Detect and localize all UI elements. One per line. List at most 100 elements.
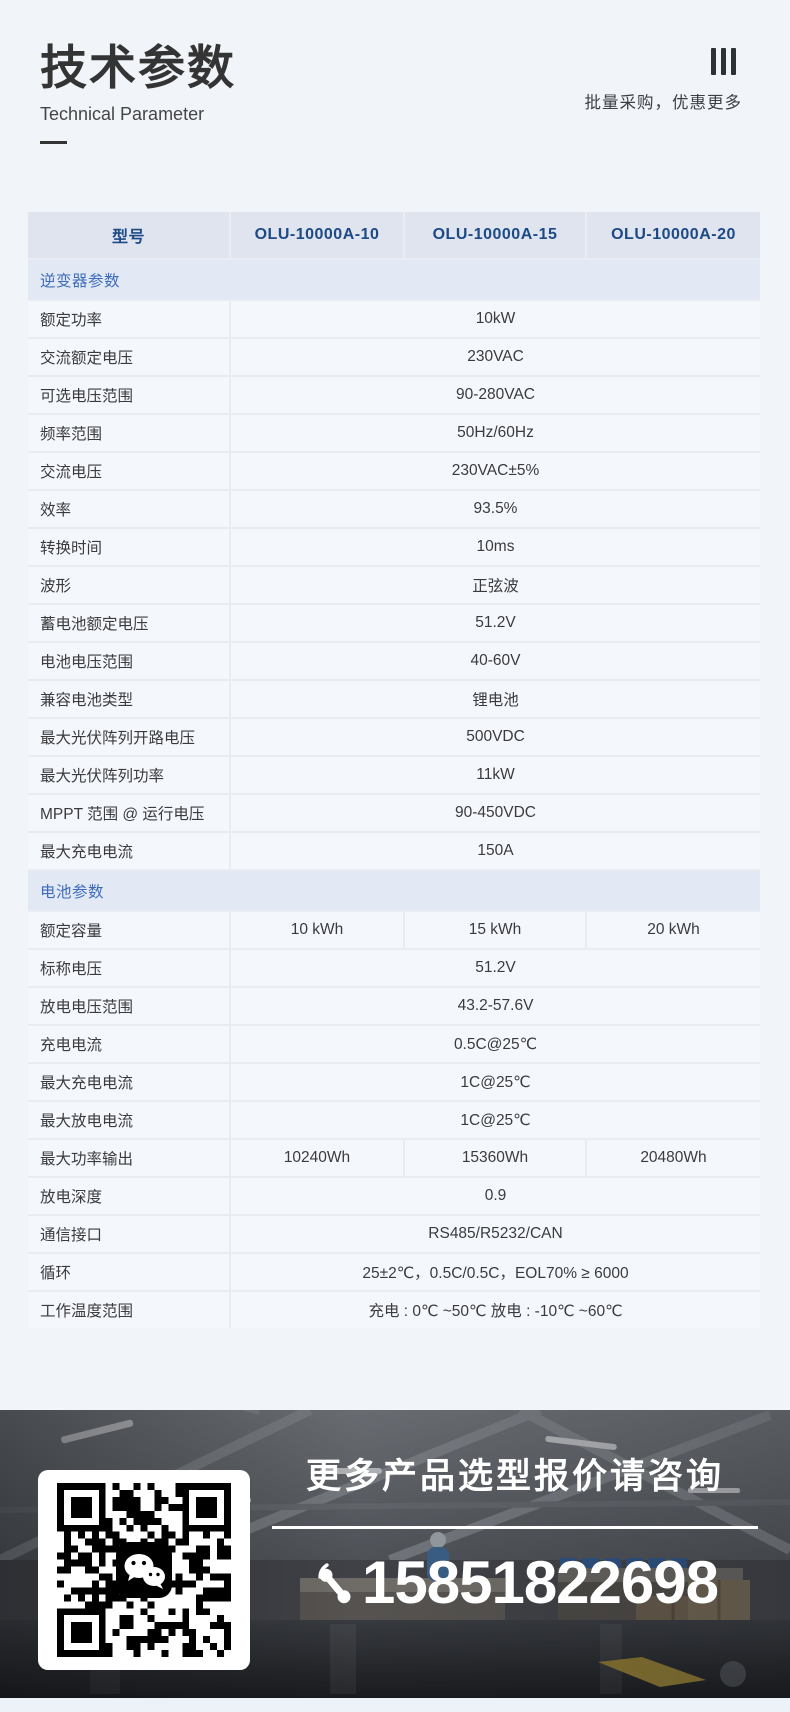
table-row: 循环 25±2℃，0.5C/0.5C，EOL70% ≥ 6000 <box>28 1254 760 1290</box>
row-label: 波形 <box>28 567 229 603</box>
row-label: 交流额定电压 <box>28 339 229 375</box>
table-row: 效率 93.5% <box>28 491 760 527</box>
row-label: 最大充电电流 <box>28 1064 229 1100</box>
row-value: RS485/R5232/CAN <box>231 1216 760 1252</box>
column-header: OLU-10000A-20 <box>587 212 760 258</box>
table-row: 放电深度 0.9 <box>28 1178 760 1214</box>
row-value: 10ms <box>231 529 760 565</box>
section-title: 逆变器参数 <box>28 260 760 299</box>
row-value: 15360Wh <box>405 1140 585 1176</box>
row-value: 230VAC <box>231 339 760 375</box>
table-header-row: 型号 OLU-10000A-10 OLU-10000A-15 OLU-10000A-2… <box>28 212 760 258</box>
table-row: MPPT 范围 @ 运行电压 90-450VDC <box>28 795 760 831</box>
row-label: 频率范围 <box>28 415 229 451</box>
row-value: 11kW <box>231 757 760 793</box>
row-value: 0.5C@25℃ <box>231 1026 760 1062</box>
row-value: 50Hz/60Hz <box>231 415 760 451</box>
table-row: 最大光伏阵列开路电压 500VDC <box>28 719 760 755</box>
three-bars-icon <box>711 48 736 75</box>
table-row: 放电电压范围 43.2-57.6V <box>28 988 760 1024</box>
row-value: 正弦波 <box>231 567 760 603</box>
row-value: 10kW <box>231 301 760 337</box>
row-value: 25±2℃，0.5C/0.5C，EOL70% ≥ 6000 <box>231 1254 760 1290</box>
row-label: 蓄电池额定电压 <box>28 605 229 641</box>
row-label: 工作温度范围 <box>28 1292 229 1328</box>
title-underline-dash <box>40 140 67 144</box>
row-label: 交流电压 <box>28 453 229 489</box>
section-row: 电池参数 <box>28 871 760 910</box>
table-row: 最大功率输出 10240Wh 15360Wh 20480Wh <box>28 1140 760 1176</box>
row-value: 充电 : 0℃ ~50℃ 放电 : -10℃ ~60℃ <box>231 1292 760 1328</box>
row-value: 0.9 <box>231 1178 760 1214</box>
table-row: 额定容量 10 kWh 15 kWh 20 kWh <box>28 912 760 948</box>
table-row: 标称电压 51.2V <box>28 950 760 986</box>
table-row: 最大充电电流 150A <box>28 833 760 869</box>
table-row: 蓄电池额定电压 51.2V <box>28 605 760 641</box>
row-label: 充电电流 <box>28 1026 229 1062</box>
row-value: 20 kWh <box>587 912 760 948</box>
table-row: 充电电流 0.5C@25℃ <box>28 1026 760 1062</box>
row-label: 最大光伏阵列功率 <box>28 757 229 793</box>
row-value: 43.2-57.6V <box>231 988 760 1024</box>
column-header-model: 型号 <box>28 212 229 258</box>
table-row: 电池电压范围 40-60V <box>28 643 760 679</box>
table-row: 最大充电电流 1C@25℃ <box>28 1064 760 1100</box>
column-header: OLU-10000A-15 <box>405 212 585 258</box>
row-label: 效率 <box>28 491 229 527</box>
bottom-strip <box>0 1698 790 1712</box>
row-label: 额定功率 <box>28 301 229 337</box>
contact-underline <box>272 1526 758 1529</box>
wechat-qr-code[interactable] <box>38 1470 250 1670</box>
promo-text: 批量采购，优惠更多 <box>584 94 742 112</box>
row-label: 循环 <box>28 1254 229 1290</box>
table-row: 额定功率 10kW <box>28 301 760 337</box>
row-label: MPPT 范围 @ 运行电压 <box>28 795 229 831</box>
row-label: 可选电压范围 <box>28 377 229 413</box>
phone-row[interactable]: 15851822698 <box>268 1548 762 1617</box>
row-value: 51.2V <box>231 950 760 986</box>
row-label: 电池电压范围 <box>28 643 229 679</box>
row-label: 放电电压范围 <box>28 988 229 1024</box>
row-label: 通信接口 <box>28 1216 229 1252</box>
row-label: 兼容电池类型 <box>28 681 229 717</box>
table-row: 转换时间 10ms <box>28 529 760 565</box>
table-row: 通信接口 RS485/R5232/CAN <box>28 1216 760 1252</box>
row-label: 最大放电电流 <box>28 1102 229 1138</box>
table-row: 兼容电池类型 锂电池 <box>28 681 760 717</box>
table-row: 可选电压范围 90-280VAC <box>28 377 760 413</box>
phone-number: 15851822698 <box>361 1549 719 1616</box>
row-value: 15 kWh <box>405 912 585 948</box>
row-value: 锂电池 <box>231 681 760 717</box>
table-row: 频率范围 50Hz/60Hz <box>28 415 760 451</box>
row-value: 93.5% <box>231 491 760 527</box>
row-label: 标称电压 <box>28 950 229 986</box>
row-label: 最大充电电流 <box>28 833 229 869</box>
row-label: 额定容量 <box>28 912 229 948</box>
row-label: 放电深度 <box>28 1178 229 1214</box>
spec-table: 型号 OLU-10000A-10 OLU-10000A-15 OLU-10000A-2… <box>28 212 760 1328</box>
row-label: 转换时间 <box>28 529 229 565</box>
table-row: 交流额定电压 230VAC <box>28 339 760 375</box>
row-value: 500VDC <box>231 719 760 755</box>
table-row: 最大光伏阵列功率 11kW <box>28 757 760 793</box>
row-value: 20480Wh <box>587 1140 760 1176</box>
header: 技术参数 Technical Parameter <box>40 42 236 144</box>
promo-block: 批量采购，优惠更多 <box>585 48 743 113</box>
row-value: 10 kWh <box>231 912 403 948</box>
section-title: 电池参数 <box>28 871 760 910</box>
row-value: 51.2V <box>231 605 760 641</box>
row-label: 最大光伏阵列开路电压 <box>28 719 229 755</box>
row-value: 150A <box>231 833 760 869</box>
row-label: 最大功率输出 <box>28 1140 229 1176</box>
row-value: 1C@25℃ <box>231 1064 760 1100</box>
column-header: OLU-10000A-10 <box>231 212 403 258</box>
row-value: 1C@25℃ <box>231 1102 760 1138</box>
table-row: 交流电压 230VAC±5% <box>28 453 760 489</box>
page-title: 技术参数 <box>40 41 236 94</box>
row-value: 230VAC±5% <box>231 453 760 489</box>
row-value: 40-60V <box>231 643 760 679</box>
phone-icon <box>318 1562 351 1603</box>
contact-headline: 更多产品选型报价请咨询 <box>305 1457 724 1496</box>
row-value: 90-280VAC <box>231 377 760 413</box>
